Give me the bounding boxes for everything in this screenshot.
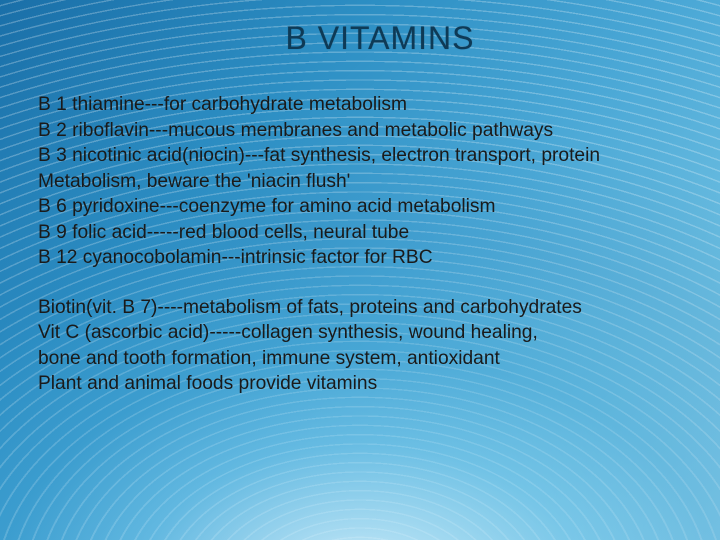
body-line: B 6 pyridoxine---coenzyme for amino acid… <box>38 194 720 220</box>
body-line: B 3 nicotinic acid(niocin)---fat synthes… <box>38 143 720 169</box>
body-line: B 2 riboflavin---mucous membranes and me… <box>38 118 720 144</box>
body-line: Vit C (ascorbic acid)-----collagen synth… <box>38 320 720 346</box>
body-line: Biotin(vit. B 7)----metabolism of fats, … <box>38 295 720 321</box>
slide: B VITAMINS B 1 thiamine---for carbohydra… <box>0 0 720 540</box>
paragraph-gap <box>38 271 720 295</box>
body-line: Metabolism, beware the 'niacin flush' <box>38 169 720 195</box>
slide-title-container: B VITAMINS <box>0 20 720 57</box>
body-line: B 9 folic acid-----red blood cells, neur… <box>38 220 720 246</box>
body-line: bone and tooth formation, immune system,… <box>38 346 720 372</box>
body-line: B 12 cyanocobolamin---intrinsic factor f… <box>38 245 720 271</box>
slide-title: B VITAMINS <box>286 20 475 56</box>
body-line: Plant and animal foods provide vitamins <box>38 371 720 397</box>
body-line: B 1 thiamine---for carbohydrate metaboli… <box>38 92 720 118</box>
slide-body: B 1 thiamine---for carbohydrate metaboli… <box>38 92 720 397</box>
